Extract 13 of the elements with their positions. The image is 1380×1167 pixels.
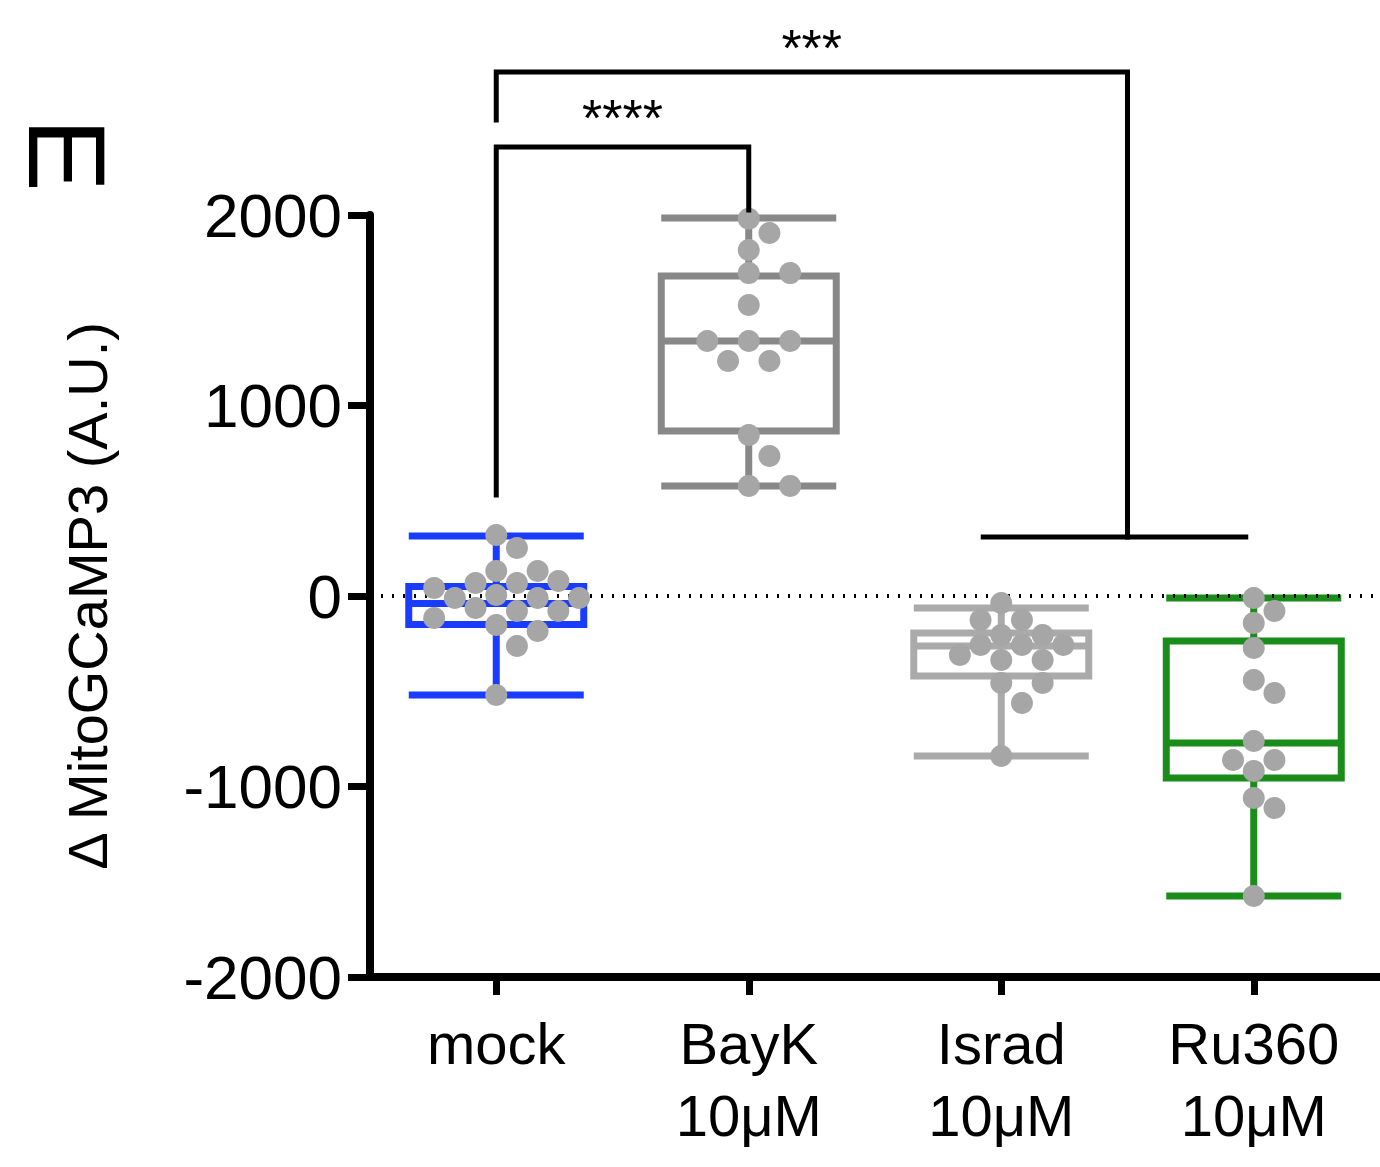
x-tick-label: BayK 10μM (675, 1010, 822, 1148)
y-tick-label: 2000 (204, 180, 342, 250)
x-tick-label: mock (426, 1010, 567, 1076)
text: E (5, 118, 129, 192)
y-axis-title: Δ MitoGCaMP3 (A.U.) (55, 322, 119, 870)
y-tick-label: 1000 (204, 371, 342, 440)
x-tick-label: Ru360 10μM (1168, 1010, 1340, 1148)
text: *** (781, 18, 843, 78)
y-tick-label: -2000 (183, 942, 342, 1012)
y-tick-label: 0 (307, 561, 342, 631)
y-tick-label: -1000 (183, 752, 342, 821)
text: **** (582, 88, 663, 148)
x-tick-label: Israd 10μM (928, 1010, 1075, 1148)
